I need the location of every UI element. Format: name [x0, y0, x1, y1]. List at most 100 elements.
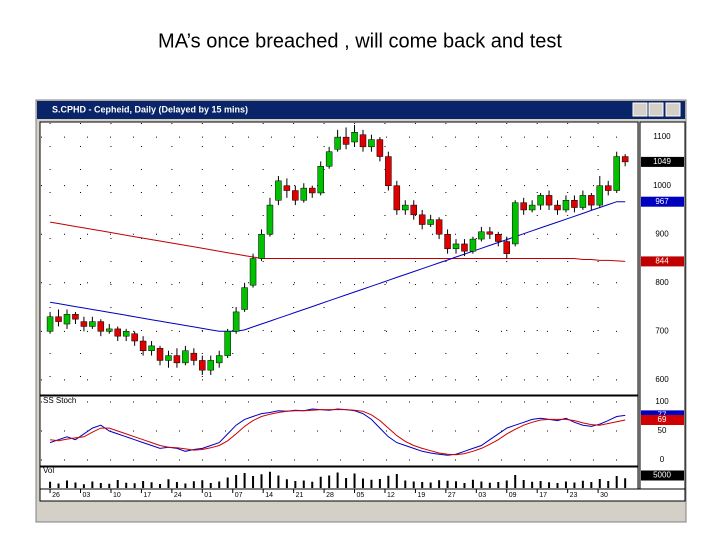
x-tick-label: 10: [113, 492, 121, 499]
candle-body: [393, 185, 401, 211]
candle-body: [621, 156, 629, 163]
volume-bar: [598, 479, 601, 488]
candle-body: [55, 316, 62, 322]
candle-body: [224, 331, 231, 356]
volume-bar: [624, 478, 627, 488]
volume-bar: [201, 480, 204, 488]
candle-body: [300, 187, 308, 201]
ma-line: [50, 201, 626, 332]
volume-bar: [294, 481, 297, 488]
x-tick-label: 17: [539, 492, 547, 499]
candle-body: [292, 190, 299, 201]
stoch-title: SS Stoch: [43, 396, 76, 405]
volume-bar: [311, 481, 314, 488]
candle-body: [562, 199, 570, 211]
y-tick-label: 700: [655, 326, 669, 335]
candle-body: [511, 202, 519, 245]
candle-body: [308, 187, 316, 194]
x-tick-label: 19: [417, 492, 425, 499]
volume-bar: [590, 482, 593, 488]
candle-body: [275, 180, 282, 201]
volume-bar: [573, 482, 576, 488]
candle-body: [182, 350, 189, 364]
volume-bar: [615, 476, 618, 488]
volume-bar: [370, 479, 373, 488]
volume-tick-label-box: [641, 470, 684, 481]
ma-line: [50, 221, 626, 262]
candle-body: [89, 321, 96, 327]
candle-body: [478, 231, 485, 240]
x-tick-label: 07: [235, 492, 243, 499]
candle-body: [402, 204, 409, 211]
date-axis: [39, 488, 686, 502]
volume-bar: [192, 481, 195, 488]
candle-body: [122, 331, 130, 337]
volume-bar: [514, 475, 517, 488]
close-button[interactable]: [665, 102, 681, 117]
candle-body: [554, 204, 561, 211]
volume-bar: [142, 481, 145, 488]
stoch-line: [50, 409, 626, 456]
volume-bar: [49, 481, 52, 488]
minimize-button[interactable]: [632, 102, 648, 117]
candle-body: [503, 241, 511, 254]
candle-body: [165, 355, 172, 361]
volume-bar: [302, 480, 305, 488]
volume-bar: [243, 473, 246, 488]
x-tick-label: 03: [83, 492, 91, 499]
volume-bar: [564, 481, 567, 488]
candle-body: [106, 328, 113, 332]
x-tick-label: 09: [509, 492, 517, 499]
volume-bar: [488, 482, 491, 488]
candle-body: [545, 195, 553, 206]
maximize-button[interactable]: [648, 102, 664, 117]
candle-body: [215, 355, 223, 364]
volume-title: Vol: [43, 466, 54, 475]
candle-body: [528, 204, 536, 211]
candle-body: [334, 136, 341, 150]
candle-body: [410, 204, 417, 216]
ma-last-label-box: [641, 256, 684, 267]
slide-title: MA’s once breached , will come back and …: [158, 30, 562, 52]
volume-tick-label: 5000: [653, 471, 671, 480]
candle-body: [258, 233, 265, 259]
candle-body: [461, 243, 468, 252]
volume-bar: [505, 480, 508, 488]
y-tick-label: 600: [655, 375, 669, 384]
ma-last-label: 967: [655, 197, 669, 206]
x-tick-label: 05: [357, 492, 365, 499]
candle-body: [571, 199, 578, 208]
candle-body: [283, 185, 291, 191]
candle-body: [520, 202, 527, 211]
volume-bar: [438, 480, 441, 488]
candle-body: [241, 287, 248, 310]
volume-bar: [556, 483, 559, 488]
volume-bar: [421, 482, 424, 488]
volume-bar: [404, 480, 407, 488]
candle-body: [80, 321, 88, 327]
volume-bar: [497, 482, 500, 488]
volume-bar: [328, 475, 331, 488]
y-tick-label: 900: [655, 229, 669, 238]
volume-bar: [378, 479, 381, 488]
y-tick-label: 100: [655, 397, 669, 406]
volume-bar: [252, 476, 255, 488]
candle-body: [579, 195, 587, 208]
x-tick-label: 26: [52, 492, 60, 499]
volume-bar: [539, 481, 542, 488]
y-tick-label: 1000: [653, 181, 671, 190]
candle-body: [249, 258, 257, 286]
candle-body: [148, 345, 155, 351]
volume-bar: [57, 483, 60, 488]
candle-body: [97, 321, 105, 332]
volume-bar: [581, 480, 584, 488]
volume-bar: [116, 480, 119, 488]
volume-bar: [455, 481, 458, 488]
last-price-label: 1049: [653, 157, 671, 166]
x-tick-label: 23: [570, 492, 578, 499]
candle-body: [368, 139, 375, 148]
candle-body: [342, 136, 350, 145]
volume-bar: [108, 483, 111, 488]
y-tick-label: 800: [655, 278, 669, 287]
volume-bar: [226, 477, 229, 488]
